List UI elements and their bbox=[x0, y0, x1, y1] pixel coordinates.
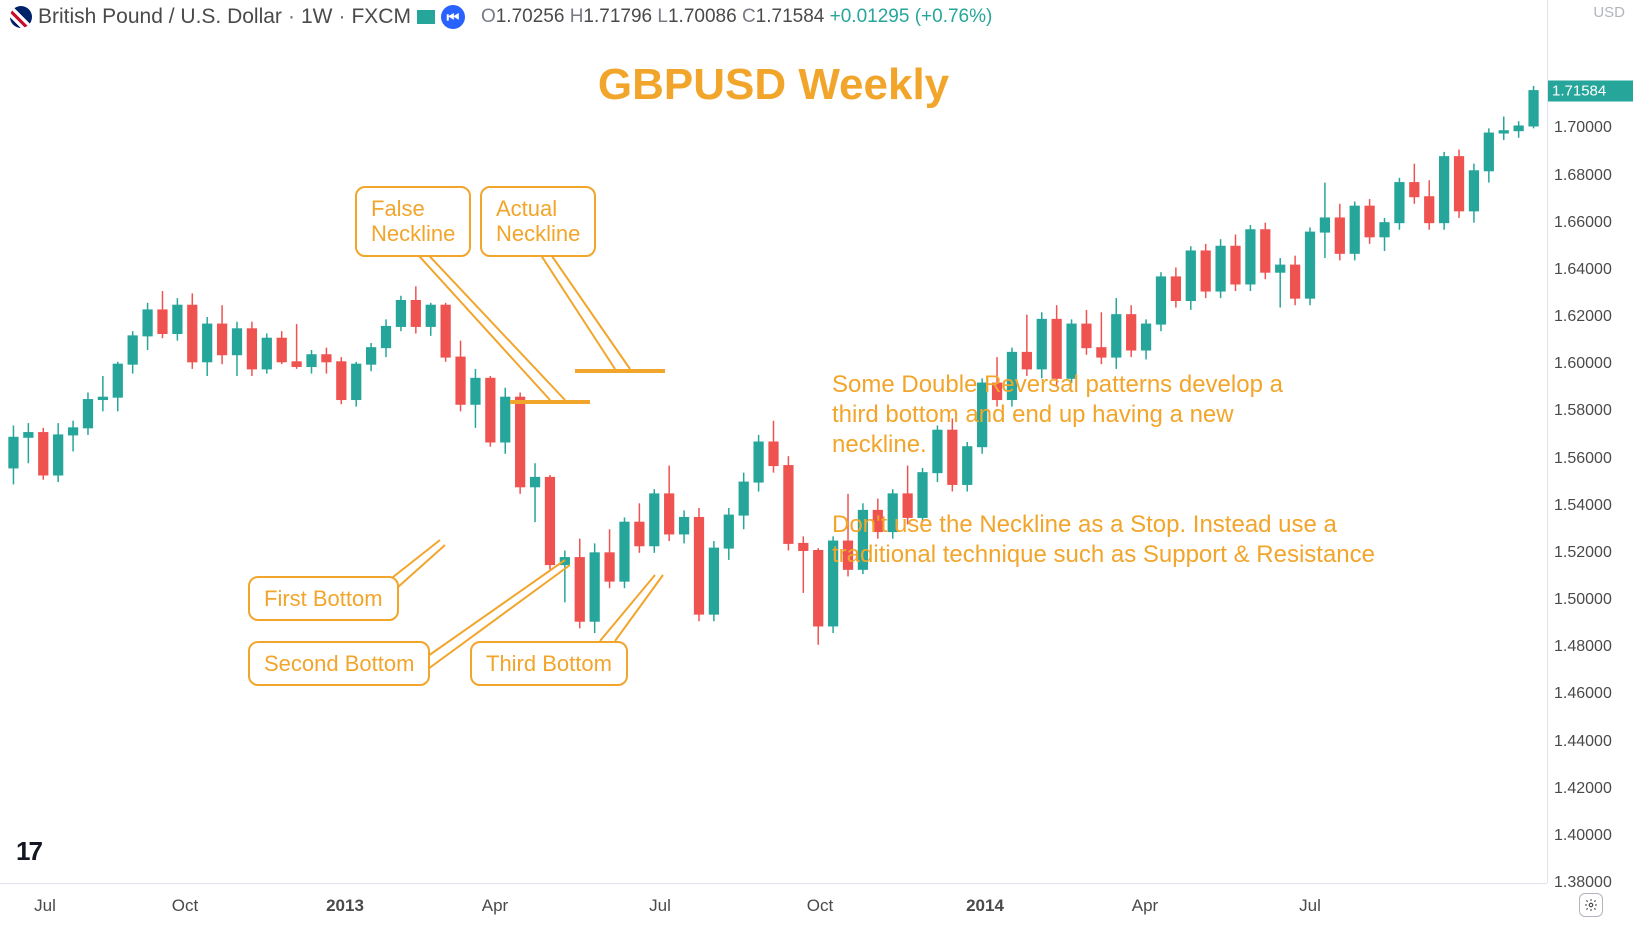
broker: FXCM bbox=[351, 5, 411, 29]
price-tick: 1.70000 bbox=[1554, 119, 1612, 137]
annotation-body-1: Some Double Reversal patterns develop a … bbox=[832, 370, 1332, 460]
ohlc-open: 1.70256 bbox=[496, 6, 565, 27]
tradingview-logo: 17 bbox=[16, 836, 41, 867]
ohlc-readout: O1.70256 H1.71796 L1.70086 C1.71584 +0.0… bbox=[481, 6, 992, 28]
price-tick: 1.64000 bbox=[1554, 261, 1612, 279]
ohlc-low: 1.70086 bbox=[668, 6, 737, 27]
time-tick: Jul bbox=[1299, 896, 1321, 916]
price-tick: 1.52000 bbox=[1554, 544, 1612, 562]
callout-false-neckline: False Neckline bbox=[355, 186, 471, 257]
annotation-body-2: Don't use the Neckline as a Stop. Instea… bbox=[832, 510, 1392, 570]
time-axis[interactable]: Jul Oct 2013 Apr Jul Oct 2014 Apr Jul bbox=[0, 883, 1547, 927]
time-tick: Jul bbox=[649, 896, 671, 916]
separator: · bbox=[288, 5, 295, 29]
price-tick: 1.58000 bbox=[1554, 402, 1612, 420]
time-tick: Oct bbox=[172, 896, 198, 916]
ohlc-pct: (+0.76%) bbox=[915, 6, 993, 27]
price-tick: 1.42000 bbox=[1554, 780, 1612, 798]
price-tick: 1.68000 bbox=[1554, 167, 1612, 185]
symbol-name[interactable]: British Pound / U.S. Dollar bbox=[38, 5, 282, 29]
callout-first-bottom: First Bottom bbox=[248, 576, 399, 621]
callout-actual-neckline: Actual Neckline bbox=[480, 186, 596, 257]
last-price-badge: 1.71584 bbox=[1548, 80, 1633, 101]
price-tick: 1.54000 bbox=[1554, 497, 1612, 515]
time-tick: 2013 bbox=[326, 896, 364, 916]
time-tick: Jul bbox=[34, 896, 56, 916]
price-tick: 1.40000 bbox=[1554, 827, 1612, 845]
ohlc-change: +0.01295 bbox=[830, 6, 910, 27]
time-tick: Apr bbox=[482, 896, 508, 916]
price-tick: 1.46000 bbox=[1554, 685, 1612, 703]
price-tick: 1.66000 bbox=[1554, 214, 1612, 232]
price-tick: 1.56000 bbox=[1554, 450, 1612, 468]
flag-icon bbox=[10, 6, 32, 28]
price-tick: 1.44000 bbox=[1554, 733, 1612, 751]
timeframe[interactable]: 1W bbox=[301, 5, 333, 29]
axis-currency: USD bbox=[1593, 4, 1625, 21]
time-tick: 2014 bbox=[966, 896, 1004, 916]
time-tick: Apr bbox=[1132, 896, 1158, 916]
chart-header: British Pound / U.S. Dollar · 1W · FXCM … bbox=[0, 0, 1633, 34]
price-axis[interactable]: USD 1.70000 1.68000 1.66000 1.64000 1.62000 1… bbox=[1547, 0, 1633, 883]
status-square-icon bbox=[417, 10, 435, 24]
false-neckline-marker bbox=[510, 400, 590, 404]
replay-button[interactable]: ⏮ bbox=[441, 5, 465, 29]
separator: · bbox=[338, 5, 345, 29]
price-tick: 1.38000 bbox=[1554, 874, 1612, 892]
settings-button[interactable] bbox=[1579, 893, 1603, 917]
callout-second-bottom: Second Bottom bbox=[248, 641, 430, 686]
price-tick: 1.60000 bbox=[1554, 355, 1612, 373]
time-tick: Oct bbox=[807, 896, 833, 916]
price-tick: 1.50000 bbox=[1554, 591, 1612, 609]
ohlc-close: 1.71584 bbox=[756, 6, 825, 27]
callout-third-bottom: Third Bottom bbox=[470, 641, 628, 686]
ohlc-high: 1.71796 bbox=[583, 6, 652, 27]
price-tick: 1.62000 bbox=[1554, 308, 1612, 326]
actual-neckline-marker bbox=[575, 369, 665, 373]
price-tick: 1.48000 bbox=[1554, 638, 1612, 656]
